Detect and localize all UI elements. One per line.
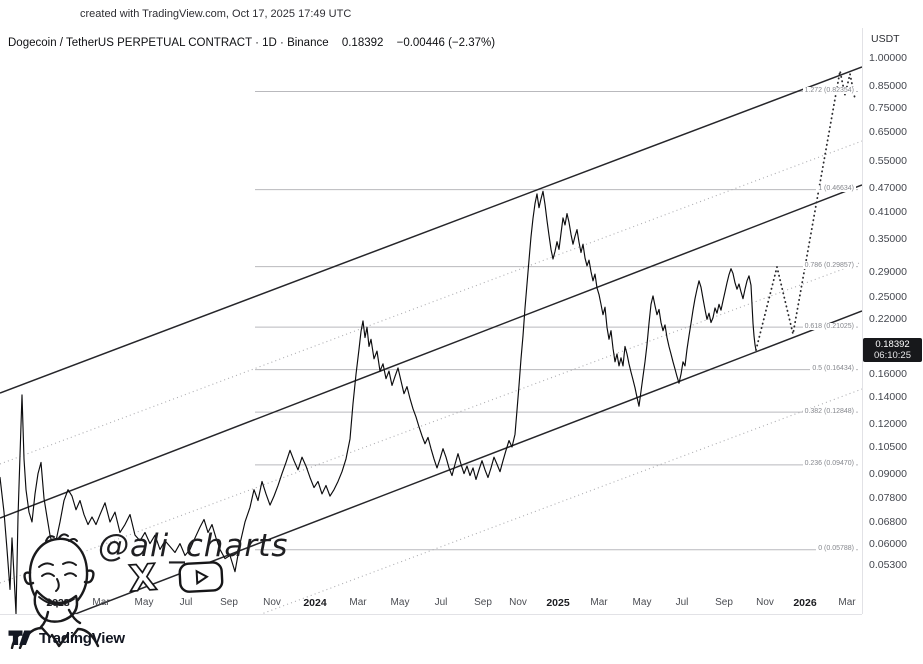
price-tick: 0.55000 [869,155,907,168]
watermark-handle-text: @ali_charts [98,528,289,564]
price-tick: 0.47000 [869,182,907,195]
time-label: Mar [92,597,110,608]
time-label: 2023 [46,597,70,609]
youtube-logo-icon [178,561,224,593]
price-tick: 0.25000 [869,291,907,304]
time-label: Nov [756,597,774,608]
time-label: 2024 [303,597,327,609]
fib-label-1.272: 1.272 (0.82354) [802,87,856,94]
last-price-value: 0.18392 [875,339,910,351]
price-tick: 0.65000 [869,126,907,139]
bar-close-countdown: 06:10:25 [874,350,911,362]
price-tick: 0.06000 [869,537,907,550]
time-label: 2026 [793,597,817,609]
time-label: Sep [715,597,733,608]
svg-text:X: X [128,557,159,599]
fib-label-0.786: 0.786 (0.29857) [802,262,856,270]
price-tick: 0.09000 [869,467,907,480]
symbol-last-price: 0.18392 [341,37,384,49]
tradingview-logo-icon [8,630,32,645]
fib-label-1: 1 (0.46634) [816,185,856,193]
price-tick: 0.06800 [869,515,907,528]
time-label: Jul [434,597,448,608]
fib-label-0.618: 0.618 (0.21025) [802,322,856,330]
caricature-watermark [10,533,100,649]
tradingview-brand-text: TradingView [39,629,125,647]
price-tick: 0.85000 [869,80,907,93]
price-tick: 0.05300 [869,559,907,571]
time-label: May [134,597,154,608]
time-label: Jul [675,597,689,608]
tradingview-brand: TradingView [8,629,125,647]
price-tick: 0.75000 [869,101,907,114]
time-label: Mar [590,597,608,608]
price-tick: 0.07800 [869,492,907,505]
fib-label-0.382: 0.382 (0.12848) [802,407,856,415]
price-tick: 0.10500 [869,441,907,453]
time-label: Sep [474,597,492,608]
time-label: Sep [220,597,238,608]
symbol-info-line: Dogecoin / TetherUS PERPETUAL CONTRACT ·… [8,37,495,49]
time-label: Mar [349,597,367,608]
symbol-title: Dogecoin / TetherUS PERPETUAL CONTRACT ·… [8,37,329,49]
time-label: 2025 [546,597,570,609]
time-label: Jul [179,597,193,608]
time-label: Nov [263,597,281,608]
price-axis-border [862,28,863,614]
price-tick: 0.41000 [869,205,907,218]
x-logo-icon: X [127,557,159,599]
price-axis-currency-label: USDT [871,33,900,45]
price-tick: 0.14000 [869,391,907,404]
price-tick: 0.35000 [869,233,907,246]
last-price-badge: 0.18392 06:10:25 [863,338,922,363]
price-tick: 0.29000 [869,265,907,278]
price-tick: 0.12000 [869,417,907,430]
price-tick: 0.16000 [869,368,907,381]
fib-label-0.236: 0.236 (0.09470) [802,460,856,468]
time-label: May [390,597,410,608]
price-tick: 0.22000 [869,313,907,326]
created-with-line: created with TradingView.com, Oct 17, 20… [80,8,352,20]
symbol-change: −0.00446 (−2.37%) [396,37,496,49]
price-tick: 1.00000 [869,52,907,64]
fib-label-0.5: 0.5 (0.16434) [810,365,856,373]
time-label: Mar [838,597,856,608]
time-label: Nov [509,597,527,608]
time-label: May [632,597,652,608]
time-axis-border [0,614,862,615]
fib-label-0: 0 (0.05788) [816,545,856,553]
